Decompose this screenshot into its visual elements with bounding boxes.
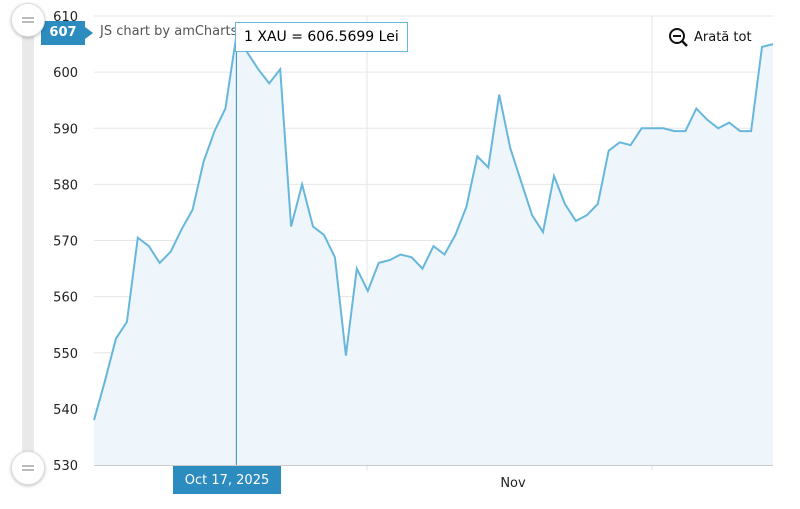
x-tick-label: Nov bbox=[500, 476, 526, 491]
y-tick-label: 540 bbox=[53, 403, 78, 418]
scrollbar-bottom-handle[interactable] bbox=[11, 451, 45, 485]
magnifier-minus-icon bbox=[669, 28, 688, 47]
data-point[interactable] bbox=[497, 93, 501, 97]
data-point[interactable] bbox=[541, 230, 545, 234]
data-point[interactable] bbox=[585, 213, 589, 217]
scrollbar-track[interactable] bbox=[22, 20, 34, 465]
data-point[interactable] bbox=[136, 236, 140, 240]
data-point[interactable] bbox=[366, 289, 370, 293]
data-point[interactable] bbox=[760, 45, 764, 49]
data-point[interactable] bbox=[453, 233, 457, 237]
data-point[interactable] bbox=[191, 208, 195, 212]
data-point[interactable] bbox=[661, 126, 665, 130]
y-tick-label: 570 bbox=[53, 235, 78, 250]
data-point[interactable] bbox=[640, 126, 644, 130]
y-tick-label: 600 bbox=[53, 66, 78, 81]
data-point[interactable] bbox=[519, 180, 523, 184]
data-point[interactable] bbox=[432, 244, 436, 248]
zoom-out-button[interactable]: Arată tot bbox=[668, 25, 752, 49]
data-point[interactable] bbox=[289, 224, 293, 228]
data-point[interactable] bbox=[333, 255, 337, 259]
data-point[interactable] bbox=[705, 118, 709, 122]
data-point[interactable] bbox=[607, 149, 611, 153]
cursor-x-label: Oct 17, 2025 bbox=[173, 466, 281, 494]
data-point[interactable] bbox=[158, 261, 162, 265]
data-point[interactable] bbox=[212, 129, 216, 133]
data-point[interactable] bbox=[311, 224, 315, 228]
data-point[interactable] bbox=[169, 250, 173, 254]
data-point[interactable] bbox=[267, 81, 271, 85]
data-point[interactable] bbox=[629, 143, 633, 147]
data-point[interactable] bbox=[771, 42, 775, 46]
y-tick-label: 590 bbox=[53, 122, 78, 137]
data-point[interactable] bbox=[683, 129, 687, 133]
data-point[interactable] bbox=[180, 227, 184, 231]
data-point[interactable] bbox=[651, 126, 655, 130]
data-point[interactable] bbox=[355, 267, 359, 271]
y-tick-label: 550 bbox=[53, 347, 78, 362]
y-tick-label: 530 bbox=[53, 459, 78, 474]
y-tick-label: 580 bbox=[53, 178, 78, 193]
zoom-out-label: Arată tot bbox=[694, 29, 752, 45]
data-point[interactable] bbox=[388, 258, 392, 262]
data-point[interactable] bbox=[552, 174, 556, 178]
data-point[interactable] bbox=[278, 67, 282, 71]
data-point[interactable] bbox=[442, 253, 446, 257]
scrollbar-top-handle[interactable] bbox=[11, 3, 45, 37]
data-point[interactable] bbox=[399, 253, 403, 257]
data-point[interactable] bbox=[716, 126, 720, 130]
data-point[interactable] bbox=[694, 107, 698, 111]
cursor-y-label: 607 bbox=[41, 21, 93, 45]
data-point[interactable] bbox=[596, 202, 600, 206]
data-point[interactable] bbox=[618, 140, 622, 144]
data-point[interactable] bbox=[377, 261, 381, 265]
data-point[interactable] bbox=[508, 146, 512, 150]
data-point[interactable] bbox=[672, 129, 676, 133]
data-point[interactable] bbox=[574, 219, 578, 223]
series-line bbox=[93, 32, 774, 421]
data-point[interactable] bbox=[738, 129, 742, 133]
data-point[interactable] bbox=[322, 233, 326, 237]
data-point[interactable] bbox=[103, 379, 107, 383]
data-point[interactable] bbox=[727, 121, 731, 125]
data-point[interactable] bbox=[486, 166, 490, 170]
data-point[interactable] bbox=[344, 354, 348, 358]
series-area bbox=[94, 35, 773, 466]
data-point[interactable] bbox=[114, 337, 118, 341]
data-point[interactable] bbox=[749, 129, 753, 133]
tooltip: 1 XAU = 606.5699 Lei bbox=[235, 22, 408, 52]
data-point[interactable] bbox=[223, 107, 227, 111]
data-point[interactable] bbox=[147, 244, 151, 248]
y-tick-label: 560 bbox=[53, 291, 78, 306]
data-point[interactable] bbox=[92, 418, 96, 422]
data-point[interactable] bbox=[256, 67, 260, 71]
data-point[interactable] bbox=[410, 255, 414, 259]
data-point[interactable] bbox=[530, 213, 534, 217]
data-point[interactable] bbox=[563, 202, 567, 206]
data-point[interactable] bbox=[421, 267, 425, 271]
data-point[interactable] bbox=[125, 320, 129, 324]
data-point[interactable] bbox=[464, 205, 468, 209]
data-point[interactable] bbox=[300, 182, 304, 186]
data-point[interactable] bbox=[202, 160, 206, 164]
amcharts-credit[interactable]: JS chart by amCharts bbox=[100, 24, 238, 39]
data-point[interactable] bbox=[475, 154, 479, 158]
